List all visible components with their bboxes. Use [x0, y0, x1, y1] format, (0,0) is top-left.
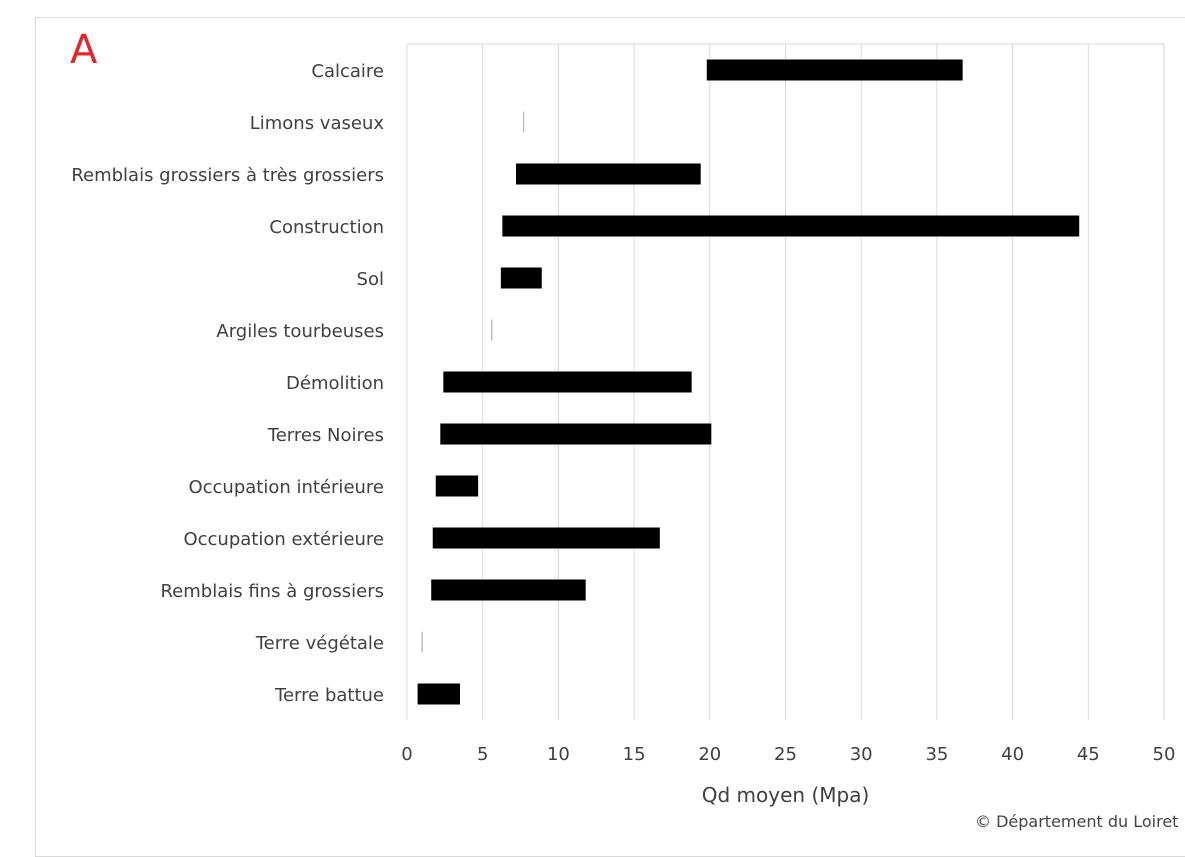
- category-label: Occupation extérieure: [183, 529, 384, 550]
- x-tick-label: 35: [925, 744, 948, 765]
- x-tick-label: 5: [477, 744, 488, 765]
- x-tick-label: 45: [1077, 744, 1100, 765]
- category-label: Argiles tourbeuses: [216, 321, 384, 342]
- category-labels: Calcaire Limons vaseux Remblais grossiers …: [71, 61, 384, 706]
- category-label: Terre végétale: [255, 633, 384, 654]
- x-tick-label: 0: [401, 744, 412, 765]
- category-label: Terres Noires: [267, 425, 384, 446]
- category-label: Sol: [357, 269, 384, 290]
- category-label: Limons vaseux: [250, 113, 385, 134]
- category-label: Terre battue: [274, 685, 384, 706]
- range-bar: [502, 215, 1080, 237]
- category-label: Remblais grossiers à très grossiers: [71, 165, 384, 186]
- x-tick-label: 10: [547, 744, 570, 765]
- category-label: Construction: [269, 217, 384, 238]
- x-tick-label: 50: [1153, 744, 1176, 765]
- x-tick-label: 40: [1001, 744, 1024, 765]
- x-tick-labels: 0 5 10 15 20 25 30 35 40 45 50: [401, 744, 1175, 765]
- range-bar-chart: Calcaire Limons vaseux Remblais grossiers …: [71, 43, 1175, 807]
- range-bar: [431, 579, 586, 601]
- x-tick-label: 30: [850, 744, 873, 765]
- range-bar: [516, 163, 701, 185]
- range-bar: [500, 267, 542, 289]
- range-bar: [706, 59, 963, 81]
- x-tick-label: 15: [623, 744, 646, 765]
- category-label: Occupation intérieure: [188, 477, 384, 498]
- category-label: Calcaire: [311, 61, 384, 82]
- range-bar: [440, 423, 712, 445]
- category-label: Remblais fins à grossiers: [160, 581, 384, 602]
- range-bar: [432, 527, 660, 549]
- range-bar: [443, 371, 692, 393]
- range-bar: [435, 475, 479, 497]
- range-bars: [417, 59, 1080, 705]
- x-axis-title: Qd moyen (Mpa): [702, 783, 870, 807]
- range-bar: [417, 683, 460, 705]
- x-tick-label: 20: [698, 744, 721, 765]
- x-tick-label: 25: [774, 744, 797, 765]
- copyright-credit: © Département du Loiret: [975, 812, 1179, 831]
- panel-letter: A: [70, 27, 98, 73]
- category-label: Démolition: [286, 373, 384, 394]
